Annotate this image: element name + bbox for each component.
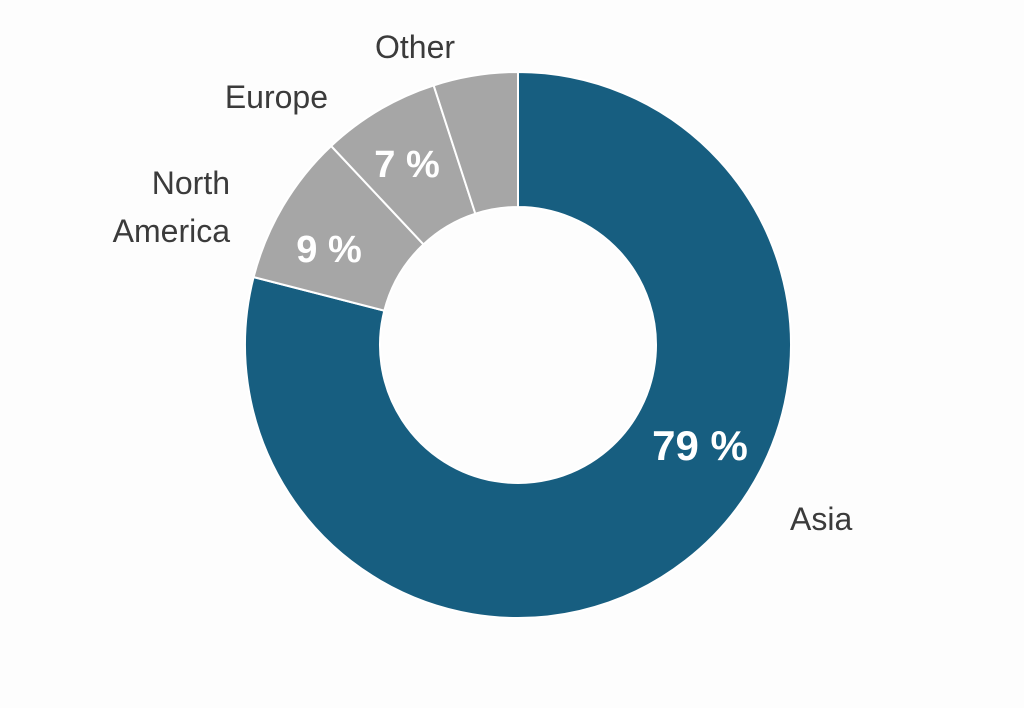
slice-other: [432, 70, 519, 216]
slice-asia: [244, 70, 792, 619]
category-label-asia: Asia: [790, 501, 852, 537]
value-label-asia: 79 %: [652, 422, 748, 469]
category-label-europe: Europe: [225, 79, 328, 115]
category-label-north-america: North America: [113, 165, 231, 249]
value-label-north-america: 9 %: [296, 229, 361, 271]
value-label-europe: 7 %: [374, 144, 439, 186]
donut-value-labels: 79 % 9 % 7 %: [296, 144, 748, 469]
category-label-other: Other: [375, 29, 455, 65]
donut-slices: [244, 70, 792, 619]
donut-category-labels: Asia North America Europe Other: [113, 29, 853, 537]
